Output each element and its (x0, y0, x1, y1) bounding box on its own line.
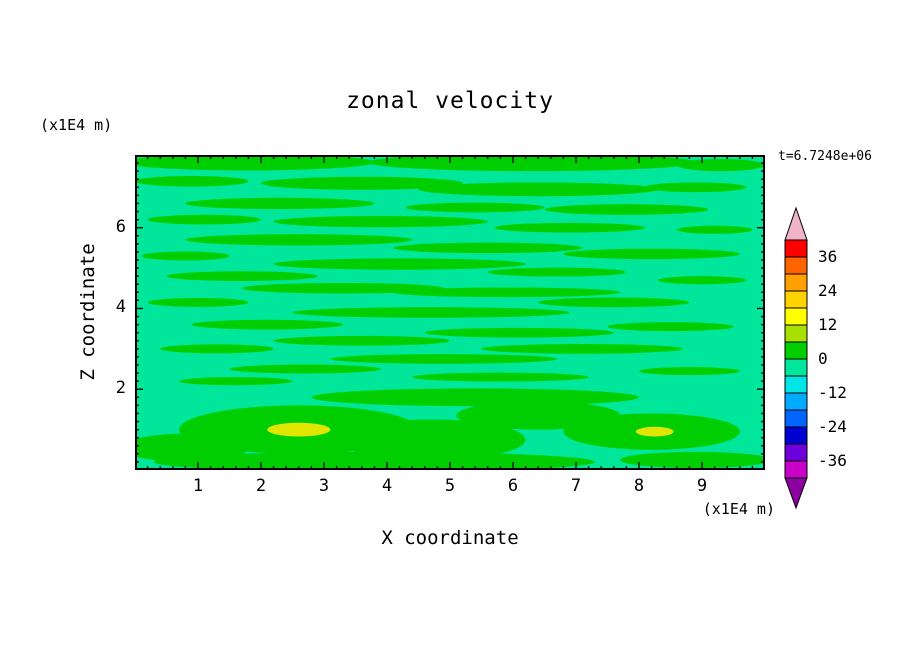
contour-field-svg (135, 155, 765, 470)
x-tick-label: 2 (255, 476, 267, 496)
chart-title: zonal velocity (346, 88, 554, 114)
x-tick-label: 4 (381, 476, 393, 496)
contour-streak (538, 297, 690, 308)
contour-streak (620, 451, 765, 468)
x-tick-label: 8 (633, 476, 645, 496)
colorbar: 36 24 12 0 -12 -24 -36 (780, 200, 904, 520)
plot-frame (135, 155, 765, 470)
contour-streak (563, 248, 740, 260)
contour-streak (179, 377, 293, 386)
z-tick-labels: 2 4 6 (96, 155, 126, 470)
contour-streak (676, 159, 765, 172)
contour-streak (273, 215, 488, 228)
contour-streak (273, 258, 526, 270)
contour-streak (336, 419, 526, 460)
contour-streak (412, 372, 589, 382)
colorbar-band (784, 307, 808, 326)
contour-streak (405, 202, 545, 213)
colorbar-band (784, 443, 808, 462)
contour-plot-area (135, 155, 765, 470)
x-tick-label: 6 (507, 476, 519, 496)
z-tick-label: 6 (115, 216, 126, 237)
contour-streak (166, 271, 318, 281)
contour-streak (676, 225, 753, 234)
colorbar-top-arrow (784, 206, 808, 241)
contour-spot (267, 422, 331, 437)
contour-streak (657, 276, 747, 285)
colorbar-tick-label: 0 (818, 349, 828, 368)
colorbar-svg: 36 24 12 0 -12 -24 -36 (784, 206, 847, 510)
colorbar-band (784, 341, 808, 360)
colorbar-tick-label: 12 (818, 315, 837, 334)
x-tick-label: 1 (192, 476, 204, 496)
colorbar-tick-label: -36 (818, 451, 847, 470)
contour-layers (135, 155, 765, 470)
colorbar-band (784, 290, 808, 309)
z-axis-unit-label: (x1E4 m) (40, 116, 113, 134)
contour-streak (242, 283, 444, 294)
colorbar-tick-label: 36 (818, 247, 837, 266)
contour-streak (393, 242, 583, 254)
contour-streak (645, 182, 747, 193)
contour-streak (487, 267, 627, 277)
x-axis-title: X coordinate (381, 527, 519, 549)
contour-streak (147, 297, 249, 307)
colorbar-tick-label: -12 (818, 383, 847, 402)
x-tick-label: 5 (444, 476, 456, 496)
colorbar-band (784, 375, 808, 394)
contour-streak (185, 197, 375, 210)
contour-streak (330, 354, 558, 364)
contour-streak (135, 155, 375, 171)
contour-streak (607, 322, 734, 332)
colorbar-band (784, 239, 808, 258)
contour-streak (393, 287, 621, 298)
timestamp-label: t=6.7248e+06 (778, 149, 872, 164)
contour-streak (639, 367, 740, 376)
contour-spot (635, 426, 674, 437)
z-tick-label: 2 (115, 378, 126, 399)
contour-streak (191, 319, 343, 330)
colorbar-tick-label: -24 (818, 417, 847, 436)
contour-streak (494, 222, 646, 233)
colorbar-band (784, 273, 808, 292)
colorbar-band (784, 392, 808, 411)
contour-streak (185, 234, 413, 246)
contour-streak (544, 204, 709, 215)
contour-streak (147, 214, 261, 225)
contour-streak (135, 176, 249, 187)
colorbar-band (784, 256, 808, 275)
colorbar-bottom-arrow (784, 477, 808, 510)
colorbar-band (784, 460, 808, 479)
colorbar-band (784, 358, 808, 377)
contour-streak (311, 388, 639, 407)
colorbar-band (784, 426, 808, 445)
colorbar-band (784, 324, 808, 343)
contour-streak (481, 344, 684, 354)
x-tick-label: 9 (696, 476, 708, 496)
colorbar-tick-label: 24 (818, 281, 837, 300)
colorbar-band (784, 409, 808, 428)
contour-streak (229, 364, 381, 374)
contour-streak (418, 182, 658, 197)
x-axis-unit-label: (x1E4 m) (702, 500, 775, 518)
contour-streak (261, 176, 463, 190)
contour-streak (153, 451, 595, 470)
x-tick-labels: 1 2 3 4 5 6 7 8 9 (135, 474, 765, 496)
contour-streak (160, 344, 274, 354)
z-tick-label: 4 (115, 297, 126, 318)
contour-streak (273, 335, 450, 346)
contour-streak (424, 327, 614, 338)
x-tick-label: 7 (570, 476, 582, 496)
contour-streak (292, 307, 570, 318)
contour-streak (141, 251, 230, 261)
x-tick-label: 3 (318, 476, 330, 496)
